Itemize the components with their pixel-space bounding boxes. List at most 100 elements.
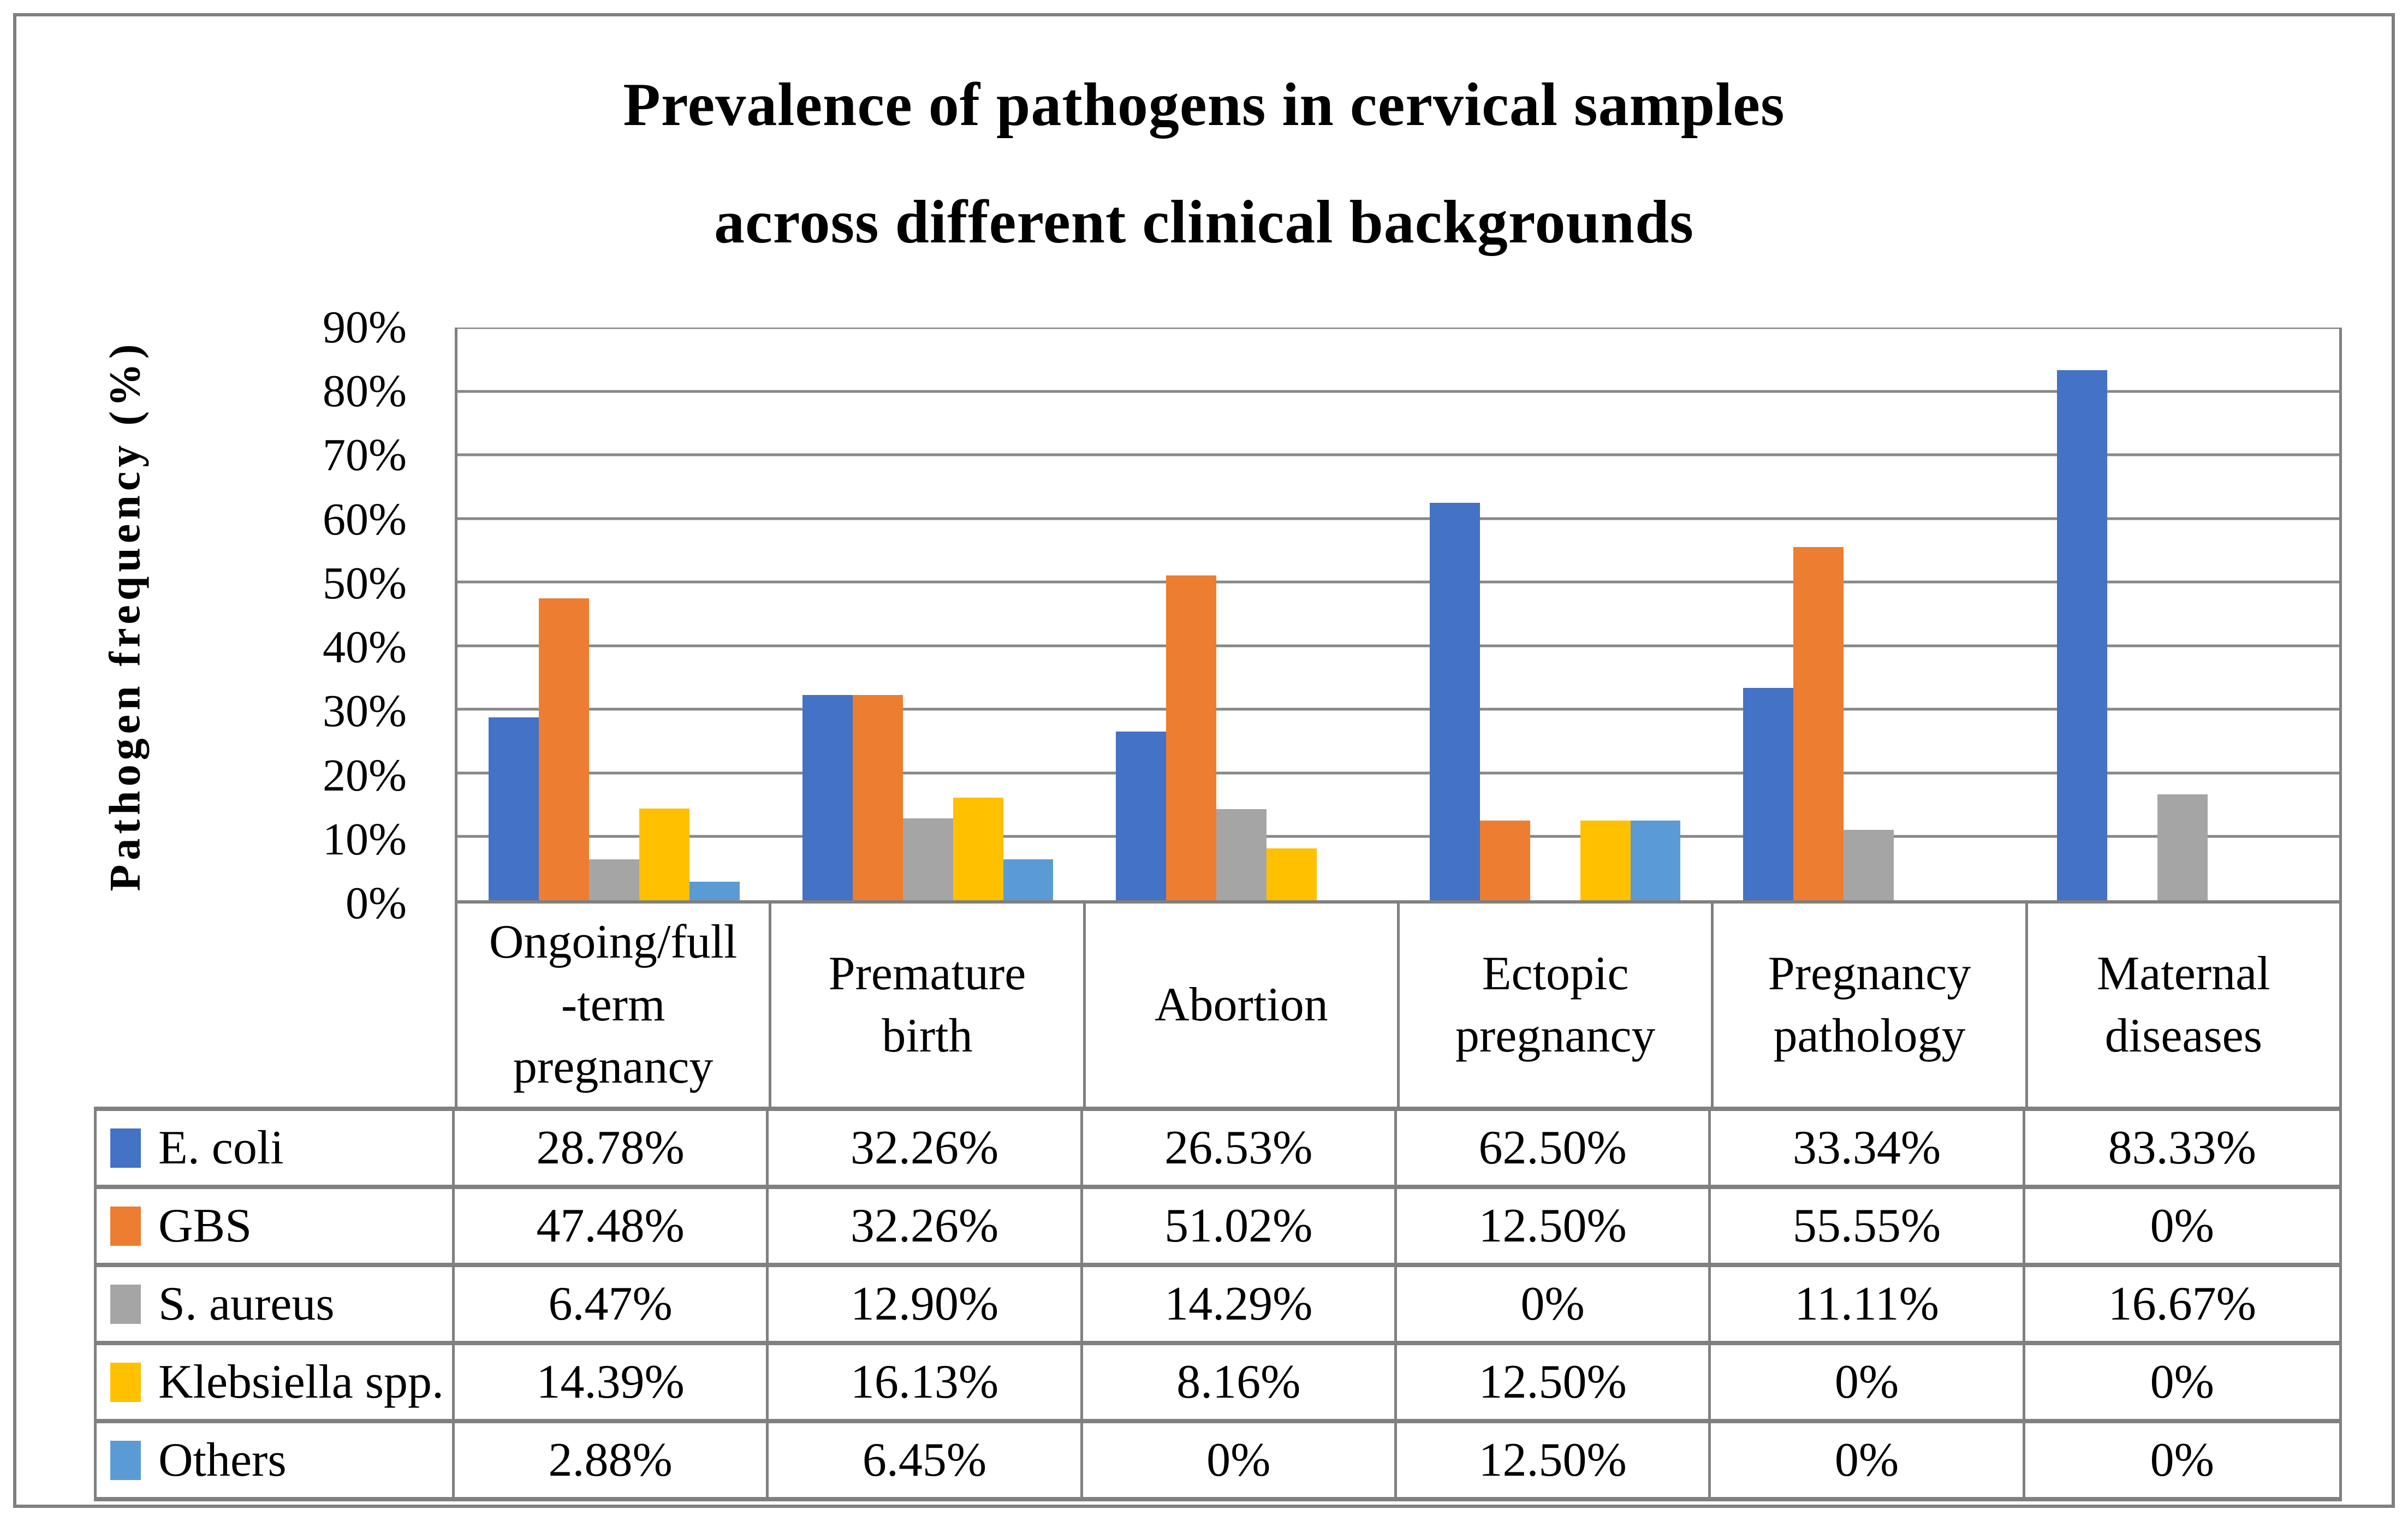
bar-ecoli-ectopic [1429,502,1480,900]
category-label-ongoing: Ongoing/full -term pregnancy [457,904,772,1107]
bar-ecoli-maternal [2056,370,2107,900]
y-axis-tick-40: 40% [323,622,407,673]
category-label-pathology: Pregnancy pathology [1714,904,2028,1107]
series-name-ecoli: E. coli [158,1121,284,1174]
table-row-others: Others 2.88% 6.45% 0% 12.50% 0% 0% [97,1423,2339,1501]
bar-klebsiella-premature [953,798,1003,900]
bar-saureus-ongoing [589,859,640,900]
y-axis-tick-70: 70% [323,430,407,481]
y-axis-tick-20: 20% [323,750,407,801]
data-table: E. coli 28.78% 32.26% 26.53% 62.50% 33.3… [94,1107,2342,1501]
chart-title: Prevalence of pathogens in cervical samp… [16,46,2392,281]
bar-saureus-pathology [1844,829,1894,900]
legend-cell-klebsiella: Klebsiella spp. [97,1345,455,1419]
value-klebsiella-pathology: 0% [1711,1345,2025,1419]
table-row-klebsiella: Klebsiella spp. 14.39% 16.13% 8.16% 12.5… [97,1345,2339,1423]
gridline-40 [457,644,2339,647]
bar-others-premature [1003,859,1054,900]
legend-cell-saureus: S. aureus [97,1267,455,1341]
category-label-maternal: Maternal diseases [2028,904,2342,1107]
value-saureus-maternal: 16.67% [2108,1278,2256,1330]
table-row-saureus: S. aureus 6.47% 12.90% 14.29% 0% 11.11% … [97,1267,2339,1345]
legend-cell-ecoli: E. coli [97,1111,455,1185]
value-gbs-ectopic: 12.50% [1397,1189,1711,1263]
category-label-abortion: Abortion [1086,904,1400,1107]
category-label-ectopic: Ectopic pregnancy [1400,904,1714,1107]
bar-saureus-premature [902,818,953,900]
y-axis-tick-0: 0% [346,878,407,929]
value-saureus-ectopic: 0% [1397,1267,1711,1341]
series-name-klebsiella: Klebsiella spp. [158,1356,444,1409]
value-klebsiella-abortion: 8.16% [1083,1345,1397,1419]
value-gbs-abortion: 51.02% [1083,1189,1397,1263]
bar-ecoli-abortion [1116,731,1167,900]
y-axis-tick-80: 80% [323,366,407,417]
x-axis-category-row: Ongoing/full -term pregnancy Premature b… [455,904,2342,1107]
bar-gbs-abortion [1166,575,1217,900]
table-row-gbs: GBS 47.48% 32.26% 51.02% 12.50% 55.55% 0… [97,1189,2339,1267]
bar-saureus-abortion [1216,809,1267,900]
value-others-abortion: 0% [1083,1423,1397,1497]
bar-klebsiella-ectopic [1580,821,1631,900]
value-saureus-abortion: 14.29% [1083,1267,1397,1341]
y-axis-tick-10: 10% [323,813,407,865]
value-saureus-pathology: 11.11% [1711,1267,2025,1341]
category-group-maternal [2026,328,2340,900]
value-gbs-maternal: 0% [2150,1199,2214,1252]
legend-cell-others: Others [97,1423,455,1497]
value-saureus-ongoing: 6.47% [455,1267,769,1341]
bar-klebsiella-ongoing [639,809,690,900]
category-group-ectopic [1399,328,1713,900]
bar-gbs-ectopic [1479,821,1530,900]
gridline-50 [457,580,2339,584]
legend-key-ecoli-icon [110,1128,141,1168]
value-klebsiella-premature: 16.13% [769,1345,1083,1419]
value-ecoli-abortion: 26.53% [1083,1111,1397,1185]
bar-others-ectopic [1630,821,1681,900]
value-klebsiella-ongoing: 14.39% [455,1345,769,1419]
value-ecoli-maternal: 83.33% [2108,1121,2256,1174]
bar-ecoli-pathology [1743,688,1794,900]
value-others-ectopic: 12.50% [1397,1423,1711,1497]
y-axis-tick-60: 60% [323,494,407,545]
chart-title-line1: Prevalence of pathogens in cervical samp… [623,71,1785,139]
bar-ecoli-premature [802,695,853,900]
y-axis-tick-90: 90% [323,302,407,353]
value-others-maternal: 0% [2150,1434,2214,1487]
y-axis-tick-30: 30% [323,686,407,737]
value-others-premature: 6.45% [769,1423,1083,1497]
chart-frame: Prevalence of pathogens in cervical samp… [13,13,2395,1508]
chart-title-line2: across different clinical backgrounds [714,188,1694,257]
value-gbs-premature: 32.26% [769,1189,1083,1263]
gridline-90 [457,328,2339,329]
category-group-pathology [1712,328,2026,900]
value-ecoli-premature: 32.26% [769,1111,1083,1185]
bar-gbs-pathology [1793,546,1844,900]
series-name-others: Others [158,1434,287,1487]
gridline-70 [457,453,2339,456]
y-axis-tick-50: 50% [323,557,407,609]
table-row-ecoli: E. coli 28.78% 32.26% 26.53% 62.50% 33.3… [97,1111,2339,1189]
category-group-ongoing [457,328,771,900]
value-others-ongoing: 2.88% [455,1423,769,1497]
legend-key-gbs-icon [110,1206,141,1246]
plot-area [455,328,2342,904]
value-ecoli-ongoing: 28.78% [455,1111,769,1185]
value-ecoli-pathology: 33.34% [1711,1111,2025,1185]
value-klebsiella-maternal: 0% [2150,1356,2214,1409]
series-name-saureus: S. aureus [158,1278,335,1330]
y-axis-ticks: 90% 80% 70% 60% 50% 40% 30% 20% 10% 0% [16,305,407,926]
bars-layer [457,328,2339,900]
gridline-60 [457,517,2339,520]
legend-key-klebsiella-icon [110,1362,141,1402]
gridline-30 [457,708,2339,711]
category-group-premature [771,328,1085,900]
gridline-20 [457,771,2339,775]
category-label-premature: Premature birth [771,904,1086,1107]
value-others-pathology: 0% [1711,1423,2025,1497]
bar-saureus-maternal [2157,794,2208,900]
gridline-80 [457,390,2339,393]
value-gbs-pathology: 55.55% [1711,1189,2025,1263]
legend-key-saureus-icon [110,1284,141,1324]
value-ecoli-ectopic: 62.50% [1397,1111,1711,1185]
